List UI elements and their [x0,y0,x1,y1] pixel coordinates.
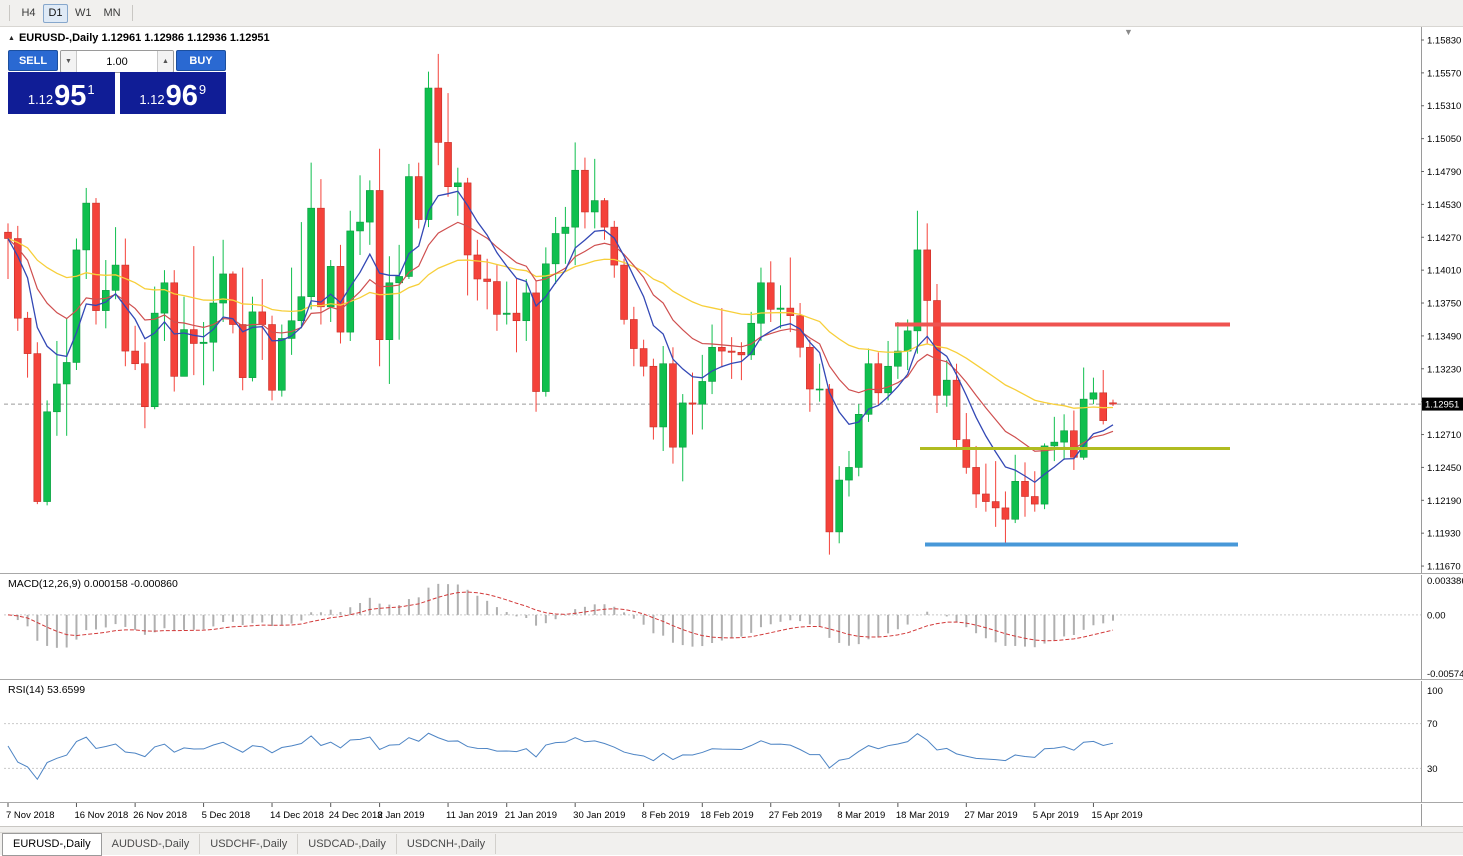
candles-layer [4,53,1117,555]
current-price-box [1422,397,1463,411]
svg-text:1.13490: 1.13490 [1427,331,1461,342]
svg-text:100: 100 [1427,686,1443,697]
svg-text:0.003386: 0.003386 [1427,576,1463,587]
svg-text:30: 30 [1427,764,1438,775]
buy-price-display[interactable]: 1.12 96 9 [119,72,226,114]
rsi-pane-splitter[interactable] [0,677,1463,682]
svg-text:18 Feb 2019: 18 Feb 2019 [700,810,753,821]
macd-signal-line [7,591,1114,642]
rsi-indicator-label: RSI(14) 53.6599 [8,684,86,696]
chart-tabs-bar: EURUSD-,Daily AUDUSD-,Daily USDCHF-,Dail… [0,832,1463,856]
svg-text:1.14530: 1.14530 [1427,200,1461,211]
svg-text:1.14790: 1.14790 [1427,167,1461,178]
volume-decrease-button[interactable]: ▼ [61,51,77,72]
buy-price-pip: 9 [198,82,207,97]
macd-indicator-label: MACD(12,26,9) 0.000158 -0.000860 [8,578,178,590]
svg-text:1.14010: 1.14010 [1427,266,1461,277]
ma-slow-line [7,237,1114,409]
svg-text:1.13230: 1.13230 [1427,364,1461,375]
price-axis[interactable] [1421,26,1463,806]
svg-text:2 Jan 2019: 2 Jan 2019 [378,810,425,821]
toolbar-separator [131,5,133,21]
ma-fast-line [7,190,1114,484]
svg-text:5 Dec 2018: 5 Dec 2018 [202,810,251,821]
svg-text:30 Jan 2019: 30 Jan 2019 [573,810,625,821]
time-axis[interactable] [0,802,1421,826]
svg-text:26 Nov 2018: 26 Nov 2018 [133,810,187,821]
svg-text:27 Mar 2019: 27 Mar 2019 [964,810,1017,821]
svg-text:1.11930: 1.11930 [1427,529,1461,540]
tab-usdcad-daily[interactable]: USDCAD-,Daily [298,834,397,854]
volume-increase-button[interactable]: ▲ [157,51,173,72]
macd-histogram [16,583,1114,648]
svg-text:1.13750: 1.13750 [1427,299,1461,310]
ma-mid-line [7,221,1114,452]
buy-price-big: 96 [165,80,198,112]
svg-text:16 Nov 2018: 16 Nov 2018 [74,810,128,821]
svg-text:1.14270: 1.14270 [1427,233,1461,244]
svg-text:27 Feb 2019: 27 Feb 2019 [769,810,822,821]
macd-pane[interactable] [0,575,1421,677]
time-axis-labels: 7 Nov 2018 16 Nov 2018 26 Nov 2018 5 Dec 20… [6,803,1143,821]
tab-audusd-daily[interactable]: AUDUSD-,Daily [102,834,201,854]
svg-text:0.00: 0.00 [1427,610,1446,621]
svg-text:-0.00574: -0.00574 [1427,669,1463,680]
sell-button[interactable]: SELL [8,50,58,71]
macd-pane-splitter[interactable] [0,571,1463,576]
svg-text:11 Jan 2019: 11 Jan 2019 [446,810,498,821]
svg-text:1.15050: 1.15050 [1427,134,1461,145]
svg-text:5 Apr 2019: 5 Apr 2019 [1033,810,1079,821]
price-axis-labels: 1.15830 1.15570 1.15310 1.15050 1.14790 1.145… [1421,35,1461,573]
timeframe-mn-button[interactable]: MN [99,4,126,23]
rsi-pane[interactable] [0,681,1421,801]
buy-price-prefix: 1.12 [139,92,165,107]
tab-usdcnh-daily[interactable]: USDCNH-,Daily [397,834,497,854]
svg-text:18 Mar 2019: 18 Mar 2019 [896,810,949,821]
toolbar-separator [9,5,10,21]
svg-text:14 Dec 2018: 14 Dec 2018 [270,810,324,821]
svg-text:70: 70 [1427,719,1438,730]
rsi-line [7,732,1114,781]
chart-title: ▲ EURUSD-,Daily 1.12961 1.12986 1.12936 … [8,32,270,44]
svg-text:21 Jan 2019: 21 Jan 2019 [505,810,557,821]
svg-text:1.12710: 1.12710 [1427,430,1461,441]
sell-price-big: 95 [54,80,87,112]
svg-text:1.11670: 1.11670 [1427,562,1461,573]
timeframe-d1-button[interactable]: D1 [43,3,68,23]
sell-price-display[interactable]: 1.12 95 1 [8,72,115,114]
timeframe-toolbar: H4 D1 W1 MN [0,0,1463,27]
volume-input[interactable] [77,51,157,72]
svg-text:8 Feb 2019: 8 Feb 2019 [642,810,690,821]
svg-text:24 Dec 2018: 24 Dec 2018 [329,810,383,821]
volume-spinner: ▼ ▲ [60,50,174,73]
svg-text:1.12190: 1.12190 [1427,496,1461,507]
timeframe-w1-button[interactable]: W1 [70,4,97,23]
chart-window-bottom-edge [0,826,1463,833]
sell-price-prefix: 1.12 [27,92,54,107]
collapse-icon[interactable]: ▲ [8,34,15,42]
buy-button[interactable]: BUY [176,50,226,71]
svg-text:1.12450: 1.12450 [1427,463,1461,474]
timeframe-h4-button[interactable]: H4 [16,4,41,23]
svg-text:8 Mar 2019: 8 Mar 2019 [837,810,885,821]
svg-text:1.15310: 1.15310 [1427,101,1461,112]
svg-text:7 Nov 2018: 7 Nov 2018 [6,810,55,821]
svg-text:1.15830: 1.15830 [1427,35,1461,46]
svg-text:15 Apr 2019: 15 Apr 2019 [1091,810,1142,821]
sell-price-pip: 1 [87,82,95,97]
svg-text:1.12951: 1.12951 [1425,400,1459,411]
tab-eurusd-daily[interactable]: EURUSD-,Daily [2,832,102,856]
tab-usdchf-daily[interactable]: USDCHF-,Daily [200,834,299,854]
chart-title-text: EURUSD-,Daily 1.12961 1.12986 1.12936 1.… [18,32,270,44]
svg-text:1.15570: 1.15570 [1427,68,1461,79]
chart-background [0,26,1463,826]
chart-shift-marker-icon[interactable]: ▼ [1124,27,1133,37]
